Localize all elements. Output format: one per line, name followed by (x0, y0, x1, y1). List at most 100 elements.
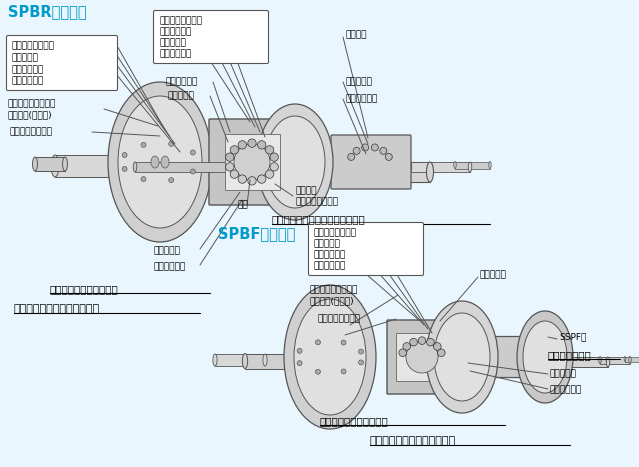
Ellipse shape (327, 162, 334, 182)
Ellipse shape (297, 348, 302, 354)
Text: 回転部保持器: 回転部保持器 (345, 94, 377, 104)
Circle shape (410, 338, 417, 346)
FancyBboxPatch shape (309, 222, 424, 276)
Ellipse shape (190, 150, 196, 155)
Text: 回転部シール: 回転部シール (314, 262, 346, 271)
Text: アンギュラ回転部: アンギュラ回転部 (314, 228, 357, 237)
FancyBboxPatch shape (225, 134, 280, 190)
Circle shape (270, 163, 279, 171)
Circle shape (399, 349, 406, 357)
Circle shape (238, 175, 247, 183)
Text: ボールねじスプライン軸: ボールねじスプライン軸 (50, 284, 119, 294)
Text: 鋼球: 鋼球 (237, 200, 248, 210)
Ellipse shape (134, 162, 137, 172)
Ellipse shape (454, 162, 456, 169)
Ellipse shape (304, 162, 307, 172)
Text: ロータリーボールスプライン外筒: ロータリーボールスプライン外筒 (272, 214, 366, 224)
Text: 回転部保持器: 回転部保持器 (550, 385, 582, 395)
Ellipse shape (213, 354, 217, 366)
Text: アンギュラ回転部: アンギュラ回転部 (12, 42, 55, 51)
Circle shape (362, 144, 369, 151)
FancyBboxPatch shape (478, 357, 533, 377)
Text: サイドシール: サイドシール (165, 78, 197, 86)
Ellipse shape (63, 157, 68, 171)
Circle shape (433, 343, 441, 350)
FancyBboxPatch shape (6, 35, 118, 91)
Circle shape (353, 148, 360, 155)
Ellipse shape (489, 162, 491, 169)
Ellipse shape (118, 96, 202, 228)
Circle shape (385, 153, 392, 160)
Ellipse shape (426, 301, 498, 413)
Ellipse shape (151, 156, 159, 168)
Circle shape (438, 349, 445, 357)
Text: 間座　外輪: 間座 外輪 (314, 240, 341, 248)
Text: 回転部シール: 回転部シール (12, 77, 44, 85)
Ellipse shape (51, 155, 59, 177)
Circle shape (248, 177, 256, 185)
Ellipse shape (517, 311, 573, 403)
Text: 保持器、: 保持器、 (295, 186, 316, 196)
Ellipse shape (234, 144, 270, 180)
Text: リターンキャップ: リターンキャップ (10, 127, 53, 136)
FancyBboxPatch shape (387, 320, 464, 394)
Ellipse shape (122, 166, 127, 171)
FancyBboxPatch shape (479, 337, 532, 377)
FancyBboxPatch shape (135, 162, 305, 172)
Ellipse shape (316, 369, 320, 374)
Text: スプライン外筒: スプライン外筒 (548, 350, 592, 360)
FancyBboxPatch shape (153, 10, 268, 64)
Ellipse shape (629, 356, 631, 363)
Ellipse shape (169, 142, 174, 146)
FancyBboxPatch shape (600, 356, 630, 363)
Ellipse shape (190, 169, 196, 174)
Text: フランジ外輪: フランジ外輪 (159, 28, 191, 36)
Text: アンギュラ回転部: アンギュラ回転部 (159, 16, 202, 25)
FancyBboxPatch shape (625, 356, 639, 361)
Ellipse shape (263, 354, 267, 366)
Circle shape (226, 153, 234, 161)
FancyBboxPatch shape (209, 119, 296, 205)
Text: SSPF形: SSPF形 (559, 333, 587, 341)
Circle shape (258, 175, 266, 183)
FancyBboxPatch shape (330, 162, 430, 182)
Ellipse shape (316, 340, 320, 345)
Ellipse shape (557, 357, 560, 367)
Circle shape (371, 144, 378, 151)
Circle shape (226, 163, 234, 171)
Circle shape (380, 148, 387, 155)
Ellipse shape (358, 349, 364, 354)
Text: ナット本体: ナット本体 (480, 270, 507, 280)
Circle shape (270, 153, 279, 161)
Ellipse shape (265, 116, 325, 208)
Circle shape (403, 343, 410, 350)
Ellipse shape (108, 82, 212, 242)
Circle shape (258, 141, 266, 149)
Text: リターンキャップ用: リターンキャップ用 (8, 99, 56, 108)
Ellipse shape (599, 356, 601, 363)
Ellipse shape (131, 155, 139, 177)
Ellipse shape (294, 299, 366, 415)
FancyBboxPatch shape (410, 162, 470, 172)
Circle shape (348, 153, 355, 160)
Text: フランジ外輪: フランジ外輪 (314, 251, 346, 260)
Ellipse shape (530, 357, 537, 377)
Text: 回転部鋼球: 回転部鋼球 (153, 247, 180, 255)
Text: フランジ外輪: フランジ外輪 (12, 65, 44, 74)
Text: リターンキャップ用: リターンキャップ用 (310, 285, 358, 295)
Text: 回転部鋼球: 回転部鋼球 (345, 78, 372, 86)
Circle shape (248, 139, 256, 148)
Circle shape (265, 146, 274, 154)
Ellipse shape (284, 285, 376, 429)
Text: SPBF形の構造: SPBF形の構造 (218, 226, 295, 241)
Ellipse shape (122, 153, 127, 157)
Text: 外輪　間座: 外輪 間座 (159, 39, 186, 48)
FancyBboxPatch shape (215, 354, 265, 366)
FancyBboxPatch shape (55, 155, 135, 177)
Ellipse shape (434, 313, 490, 401)
Circle shape (427, 338, 435, 346)
Text: ナット本体: ナット本体 (168, 92, 195, 100)
FancyBboxPatch shape (35, 157, 65, 171)
Ellipse shape (341, 369, 346, 374)
Text: 保持器スペーサー: 保持器スペーサー (295, 198, 338, 206)
